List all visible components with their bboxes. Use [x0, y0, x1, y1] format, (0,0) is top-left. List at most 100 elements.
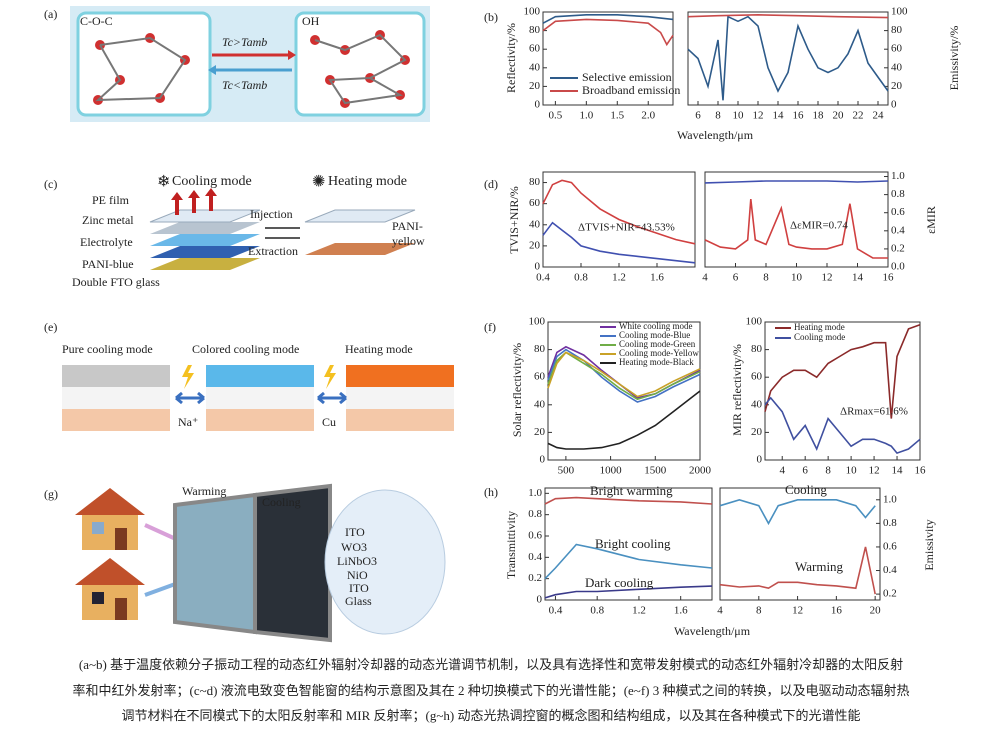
x-tick-label: 8 [763, 272, 769, 284]
y-tick-label: 60 [751, 371, 763, 383]
annotation: ΔεMIR=0.74 [790, 220, 848, 232]
panel-label: (f) [484, 320, 496, 334]
panel-label: (c) [44, 177, 57, 191]
series-line [542, 14, 674, 24]
x-tick-label: 0.5 [549, 110, 563, 122]
y-tick-label: 40 [534, 398, 546, 410]
legend-label: Cooling mode [794, 332, 845, 342]
label: Colored cooling mode [192, 342, 299, 356]
legend-label: White cooling mode [619, 321, 692, 331]
y-tick-label: 40 [529, 218, 541, 230]
y-tick-label: 0 [535, 261, 541, 273]
legend-label: Selective emission [582, 70, 672, 84]
axis-label: εMIR [924, 206, 938, 234]
axis-label: Solar reflectivity/% [510, 343, 524, 437]
x-tick-label: 0.8 [590, 605, 604, 617]
legend-label: Heating mode [794, 322, 845, 332]
x-tick-label: 1.2 [632, 605, 646, 617]
y-tick-label: 100 [746, 316, 763, 328]
legend-label: Broadband emission [582, 83, 680, 97]
plot-frame [542, 11, 674, 106]
x-tick-label: 1500 [644, 465, 667, 477]
x-tick-label: 2000 [689, 465, 712, 477]
plot-frame [687, 11, 889, 106]
y2-tick-label: 0 [891, 99, 897, 111]
legend-label: Cooling mode-Yellow [619, 348, 699, 358]
axis-label: MIR reflectivity/% [730, 344, 744, 436]
y-tick-label: 80 [529, 176, 541, 188]
layer-label: Electrolyte [80, 235, 133, 249]
layer-label: Glass [345, 594, 372, 608]
y-tick-label: 100 [524, 6, 541, 18]
plot-frame [719, 487, 881, 601]
y-tick-label: 60 [534, 371, 546, 383]
panel-label: (g) [44, 487, 58, 501]
x-tick-label: 0.4 [549, 605, 563, 617]
y2-tick-label: 0.2 [883, 588, 897, 600]
layer-label: PE film [92, 193, 130, 207]
y-tick-label: 100 [529, 316, 546, 328]
series-label: Cooling [785, 482, 827, 497]
x-tick-label: 16 [883, 272, 895, 284]
label: Na⁺ [178, 415, 198, 429]
y2-tick-label: 0.2 [891, 242, 905, 254]
y2-tick-label: 0.8 [891, 188, 905, 200]
y2-tick-label: 0.4 [891, 224, 905, 236]
y-tick-label: 0.4 [528, 551, 542, 563]
y-tick-label: 0 [535, 99, 541, 111]
x-tick-label: 14 [892, 465, 904, 477]
houses [75, 483, 446, 643]
device-stack [149, 209, 416, 270]
series-label: Warming [795, 559, 844, 574]
icon: ❄ [157, 174, 170, 191]
series-line [704, 180, 889, 184]
axis-label: Wavelength/μm [674, 624, 751, 638]
x-tick-label: 22 [853, 110, 864, 122]
annotation: ΔTVIS+NIR=43.53% [578, 222, 675, 234]
x-tick-label: 10 [791, 272, 803, 284]
x-tick-label: 0.4 [536, 272, 550, 284]
x-tick-label: 10 [733, 110, 745, 122]
caption: 率和中红外发射率；(c~d) 液流电致变色智能窗的结构示意图及其在 2 种切换模… [72, 683, 909, 699]
x-tick-label: 500 [558, 465, 575, 477]
x-tick-label: 1.6 [674, 605, 688, 617]
label: Tc<Tamb [222, 78, 267, 92]
panel-label: (b) [484, 10, 498, 24]
y-tick-label: 20 [751, 426, 763, 438]
x-tick-label: 14 [852, 272, 864, 284]
caption: 调节材料在不同模式下的太阳反射率和 MIR 反射率；(g~h) 动态光热调控窗的… [121, 708, 860, 724]
panel-label: (h) [484, 485, 498, 499]
series-line [547, 351, 701, 398]
x-tick-label: 8 [825, 465, 831, 477]
series-line [542, 179, 696, 245]
x-tick-label: 1000 [600, 465, 623, 477]
y2-tick-label: 100 [891, 6, 908, 18]
x-tick-label: 0.8 [574, 272, 588, 284]
x-tick-label: 6 [733, 272, 739, 284]
y2-tick-label: 0.6 [891, 206, 905, 218]
annotation: ΔRmax=61.6% [840, 406, 908, 418]
series-line [547, 351, 701, 401]
x-tick-label: 1.2 [612, 272, 626, 284]
legend-label: Heating mode-Black [619, 357, 694, 367]
x-tick-label: 1.5 [610, 110, 624, 122]
layer-label: WO3 [341, 540, 367, 554]
caption: (a~b) 基于温度依赖分子振动工程的动态红外辐射冷却器的动态光谱调节机制，以及… [79, 657, 903, 672]
y2-tick-label: 20 [891, 80, 903, 92]
panel-label: (e) [44, 320, 57, 334]
layer-label: ITO [349, 581, 369, 595]
layer-label: Zinc metal [82, 213, 134, 227]
axis-label: Wavelength/μm [677, 128, 754, 142]
label: OH [302, 14, 320, 28]
label: C-O-C [80, 14, 113, 28]
series-line [719, 546, 876, 595]
series-line [544, 585, 713, 599]
x-tick-label: 16 [915, 465, 927, 477]
heat-arrows [171, 188, 217, 215]
label: Tc>Tamb [222, 35, 267, 49]
label: Cooling mode [172, 174, 252, 189]
y-tick-label: 20 [529, 239, 541, 251]
y-tick-label: 0.2 [528, 572, 542, 584]
x-tick-label: 1.6 [650, 272, 664, 284]
series-line [544, 496, 713, 505]
